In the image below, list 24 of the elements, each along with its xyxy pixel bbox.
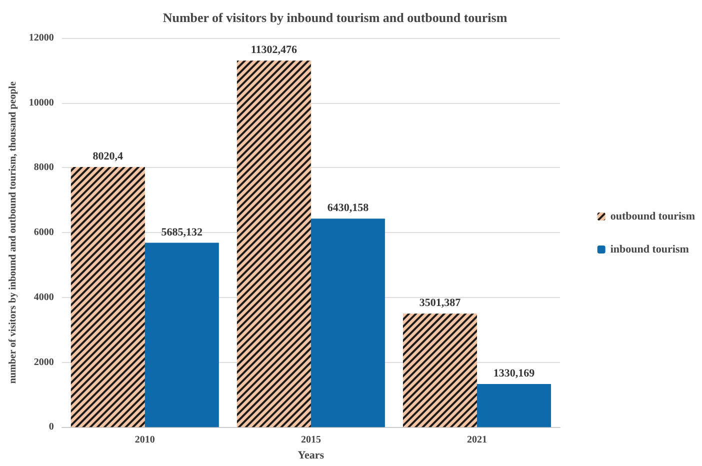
- data-label: 5685,132: [161, 226, 204, 238]
- y-tick-label: 8000: [34, 162, 54, 174]
- bar: [310, 218, 385, 428]
- x-tick-label: 2015: [300, 434, 321, 446]
- legend-label: inbound tourism: [610, 244, 689, 256]
- data-label: 6430,158: [327, 202, 370, 214]
- data-label: 11302,476: [250, 44, 298, 56]
- y-tick-label: 2000: [34, 356, 54, 368]
- chart-title: Number of visitors by inbound tourism and outbound tourism: [162, 10, 508, 25]
- data-label: 8020,4: [92, 150, 124, 163]
- bar: [476, 384, 551, 428]
- y-axis-title: number of visitors by inbound and outbound tourism, thousand people: [8, 80, 18, 384]
- y-tick-label: 6000: [34, 227, 54, 238]
- y-tick-label: 10000: [28, 97, 54, 108]
- y-tick-label: 0: [48, 422, 54, 433]
- data-label: 3501,387: [419, 297, 462, 310]
- data-label: 1330,169: [493, 367, 536, 380]
- y-tick-label: 12000: [28, 32, 54, 44]
- x-tick-label: 2010: [134, 434, 155, 446]
- legend-label: outbound tourism: [610, 210, 696, 222]
- bar: [144, 242, 219, 428]
- y-tick-label: 4000: [34, 292, 54, 303]
- x-tick-label: 2021: [466, 434, 487, 446]
- x-axis-title: Years: [298, 450, 325, 462]
